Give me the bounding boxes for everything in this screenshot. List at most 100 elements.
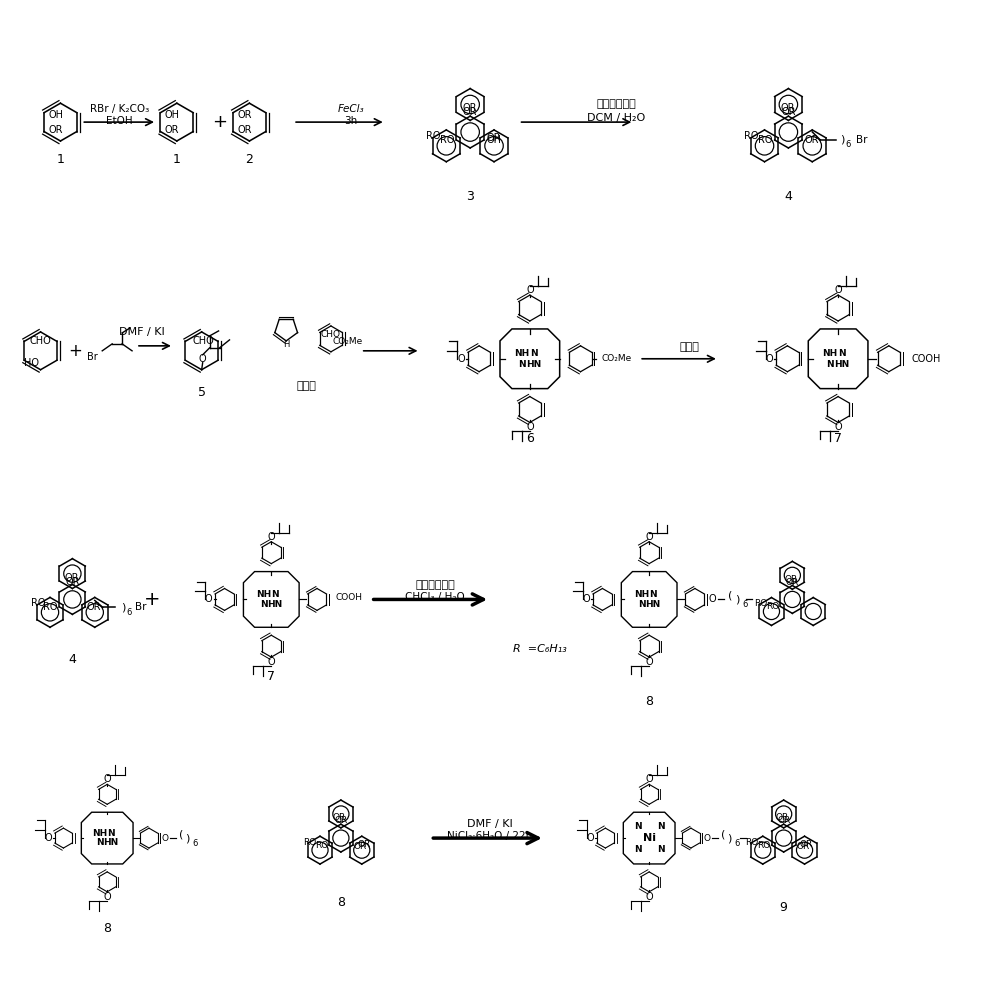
- Text: O: O: [161, 834, 168, 843]
- Text: 8: 8: [337, 896, 345, 909]
- Text: COOH: COOH: [336, 593, 363, 602]
- Text: HN: HN: [526, 360, 541, 369]
- Text: H: H: [283, 341, 289, 350]
- Text: NH: NH: [93, 829, 108, 838]
- Text: HN: HN: [835, 360, 850, 369]
- Text: 浓盐酸: 浓盐酸: [679, 342, 699, 352]
- Text: O: O: [645, 657, 653, 667]
- Text: O: O: [834, 285, 842, 295]
- Text: N: N: [634, 822, 641, 831]
- Text: RO: RO: [744, 130, 759, 140]
- Text: R  =C₆H₁₃: R =C₆H₁₃: [513, 644, 567, 654]
- Text: 1: 1: [57, 153, 64, 166]
- Text: O: O: [199, 354, 206, 364]
- Text: ): ): [728, 833, 732, 843]
- Text: (: (: [728, 591, 732, 601]
- Text: DMF / KI: DMF / KI: [119, 327, 165, 337]
- Text: OR: OR: [65, 577, 80, 587]
- Text: 3: 3: [466, 190, 474, 203]
- Text: (: (: [179, 829, 183, 839]
- Text: 7: 7: [267, 670, 275, 683]
- Text: OH: OH: [486, 134, 501, 144]
- Text: COOH: COOH: [912, 354, 941, 364]
- Text: Br: Br: [135, 603, 146, 613]
- Text: O: O: [766, 354, 773, 364]
- Text: +: +: [68, 342, 82, 360]
- Text: 6: 6: [845, 140, 851, 149]
- Text: 8: 8: [103, 922, 111, 935]
- Text: N: N: [826, 360, 834, 369]
- Text: OR: OR: [800, 840, 813, 849]
- Text: CHCl₃ / H₂O: CHCl₃ / H₂O: [405, 593, 465, 603]
- Text: ): ): [121, 603, 125, 613]
- Text: ): ): [840, 134, 844, 144]
- Text: O: O: [587, 833, 594, 843]
- Text: O: O: [267, 657, 275, 667]
- Text: O: O: [103, 775, 111, 785]
- Text: O: O: [526, 422, 534, 432]
- Text: CHO: CHO: [193, 336, 215, 346]
- Text: OR: OR: [463, 108, 477, 118]
- Text: O: O: [583, 595, 590, 605]
- Text: N: N: [96, 839, 104, 848]
- Text: HN: HN: [103, 839, 118, 848]
- Text: O: O: [267, 532, 275, 542]
- Text: RO: RO: [315, 841, 328, 850]
- Text: 5: 5: [198, 386, 206, 399]
- Text: CO₂Me: CO₂Me: [333, 338, 363, 347]
- Text: ): ): [186, 833, 190, 843]
- Text: O: O: [45, 833, 52, 843]
- Text: RO: RO: [426, 130, 440, 140]
- Text: 3h: 3h: [344, 117, 357, 126]
- Text: OR: OR: [164, 124, 179, 134]
- Text: NH: NH: [514, 349, 529, 358]
- Text: FeCl₃: FeCl₃: [338, 105, 364, 115]
- Text: N: N: [107, 829, 114, 838]
- Text: 1: 1: [173, 153, 181, 166]
- Text: (: (: [721, 829, 725, 839]
- Text: 6: 6: [192, 839, 197, 848]
- Text: DMF / KI: DMF / KI: [467, 819, 513, 830]
- Text: RO: RO: [440, 134, 454, 144]
- Text: RBr / K₂CO₃: RBr / K₂CO₃: [90, 105, 149, 115]
- Text: 6: 6: [126, 608, 131, 617]
- Text: OR: OR: [781, 104, 795, 114]
- Text: 二甲苯: 二甲苯: [296, 380, 316, 390]
- Text: N: N: [638, 600, 645, 609]
- Text: OR: OR: [354, 842, 367, 851]
- Text: OR: OR: [64, 573, 79, 583]
- Text: NH: NH: [256, 590, 271, 599]
- Text: O: O: [703, 834, 710, 843]
- Text: OR: OR: [357, 840, 370, 849]
- Text: O: O: [645, 775, 653, 785]
- Text: N: N: [634, 846, 641, 855]
- Text: HN: HN: [267, 600, 283, 609]
- Text: 6: 6: [734, 839, 739, 848]
- Text: O: O: [103, 891, 111, 901]
- Text: N: N: [260, 600, 268, 609]
- Text: 7: 7: [834, 432, 842, 445]
- Text: OR: OR: [784, 575, 798, 584]
- Text: RO: RO: [766, 602, 780, 611]
- Text: NH: NH: [634, 590, 649, 599]
- Text: NiCl₂·6H₂O / 22h: NiCl₂·6H₂O / 22h: [447, 831, 533, 841]
- Text: OR: OR: [796, 842, 810, 851]
- Text: 四丁基溴化铵: 四丁基溴化铵: [415, 581, 455, 591]
- Text: RO: RO: [754, 599, 767, 608]
- Text: HN: HN: [645, 600, 661, 609]
- Text: RO: RO: [746, 838, 759, 847]
- Text: Br: Br: [856, 134, 868, 144]
- Text: CO₂Me: CO₂Me: [601, 355, 632, 364]
- Text: 6: 6: [526, 432, 534, 445]
- Text: OR: OR: [87, 602, 101, 612]
- Text: N: N: [649, 590, 657, 599]
- Text: 9: 9: [780, 901, 788, 914]
- Text: O: O: [526, 285, 534, 295]
- Text: OH: OH: [164, 110, 179, 120]
- Text: OR: OR: [781, 108, 796, 118]
- Text: OR: OR: [333, 814, 346, 823]
- Text: OR: OR: [334, 817, 348, 826]
- Text: Br: Br: [87, 352, 97, 362]
- Text: N: N: [271, 590, 279, 599]
- Text: 6: 6: [742, 600, 747, 609]
